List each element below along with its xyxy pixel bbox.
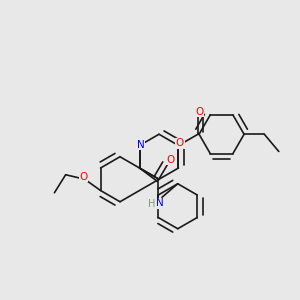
Text: H: H [148,199,156,209]
Text: O: O [166,155,174,165]
Text: N: N [156,198,164,208]
Text: O: O [79,172,87,182]
Text: O: O [195,106,204,117]
Text: O: O [176,138,184,148]
Text: N: N [137,140,145,150]
